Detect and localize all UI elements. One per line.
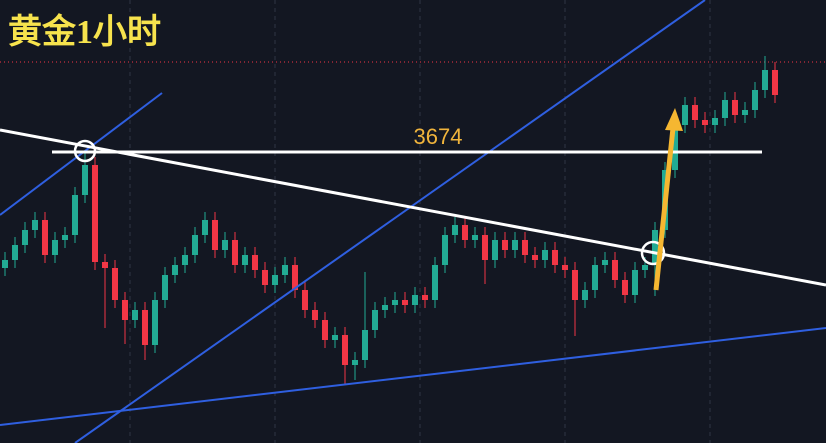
candle-body xyxy=(52,240,58,255)
candle-body xyxy=(342,335,348,365)
candle-body xyxy=(352,360,358,365)
candle-body xyxy=(512,240,518,250)
candle-body xyxy=(652,230,658,265)
candle-body xyxy=(232,240,238,265)
candle-body xyxy=(202,220,208,235)
candle-body xyxy=(382,305,388,310)
candle-body xyxy=(692,105,698,120)
candle-body xyxy=(402,300,408,305)
candle-body xyxy=(262,270,268,285)
candle-body xyxy=(32,220,38,230)
candle-body xyxy=(442,235,448,265)
candle-body xyxy=(472,235,478,240)
candles xyxy=(2,56,778,384)
candle-body xyxy=(612,260,618,280)
candle-body xyxy=(222,240,228,250)
candle-body xyxy=(622,280,628,295)
candle-body xyxy=(672,125,678,170)
candle-body xyxy=(322,320,328,340)
candle-body xyxy=(132,310,138,320)
candle-body xyxy=(162,275,168,300)
candle-body xyxy=(292,265,298,290)
candle-body xyxy=(2,260,8,268)
candle-body xyxy=(22,230,28,245)
candle-body xyxy=(542,250,548,260)
candle-body xyxy=(242,255,248,265)
level-label: 3674 xyxy=(414,124,463,149)
candle-body xyxy=(762,70,768,90)
trendline xyxy=(0,327,826,426)
candle-body xyxy=(532,255,538,260)
candle-body xyxy=(522,240,528,255)
arrow-head xyxy=(665,108,683,131)
marker-circle xyxy=(73,139,97,163)
candle-body xyxy=(752,90,758,110)
resistance-line xyxy=(0,128,826,287)
candle-body xyxy=(582,290,588,300)
candle-body xyxy=(272,275,278,285)
candle-body xyxy=(642,265,648,270)
candle-body xyxy=(362,330,368,360)
candle-body xyxy=(432,265,438,300)
trendline xyxy=(0,92,163,216)
candle-body xyxy=(122,300,128,320)
candle-body xyxy=(12,245,18,260)
candle-body xyxy=(592,265,598,290)
arrow-shaft xyxy=(653,127,676,291)
candle-body xyxy=(492,240,498,260)
candle-body xyxy=(212,220,218,250)
candle-body xyxy=(422,295,428,300)
candle-body xyxy=(192,235,198,255)
candle-body xyxy=(102,262,108,268)
candle-body xyxy=(72,195,78,235)
candle-body xyxy=(452,225,458,235)
candle-body xyxy=(302,290,308,310)
candle-body xyxy=(482,235,488,260)
candle-body xyxy=(602,260,608,265)
candle-body xyxy=(682,105,688,125)
candle-body xyxy=(372,310,378,330)
candle-body xyxy=(312,310,318,320)
candle-body xyxy=(722,100,728,118)
candle-body xyxy=(112,268,118,300)
candle-body xyxy=(252,255,258,270)
candle-body xyxy=(712,118,718,125)
candle-body xyxy=(92,165,98,262)
vertical-grid xyxy=(129,0,711,443)
candle-body xyxy=(552,250,558,265)
candle-body xyxy=(502,240,508,250)
candle-body xyxy=(152,300,158,345)
trendline xyxy=(74,0,706,443)
candle-body xyxy=(632,270,638,295)
chart-title: 黄金1小时 xyxy=(8,12,161,51)
candle-body xyxy=(392,300,398,305)
candle-body xyxy=(462,225,468,240)
candle-body xyxy=(562,265,568,270)
candle-body xyxy=(772,70,778,95)
candle-body xyxy=(42,220,48,255)
candle-body xyxy=(412,295,418,305)
candle-body xyxy=(172,265,178,275)
candle-body xyxy=(182,255,188,265)
candle-body xyxy=(732,100,738,115)
candle-body xyxy=(282,265,288,275)
candle-body xyxy=(332,335,338,340)
candle-body xyxy=(142,310,148,345)
candle-body xyxy=(742,110,748,115)
candle-body xyxy=(572,270,578,300)
candle-body xyxy=(82,165,88,195)
candle-body xyxy=(62,235,68,240)
candle-body xyxy=(702,120,708,125)
marker-circle xyxy=(640,240,666,266)
